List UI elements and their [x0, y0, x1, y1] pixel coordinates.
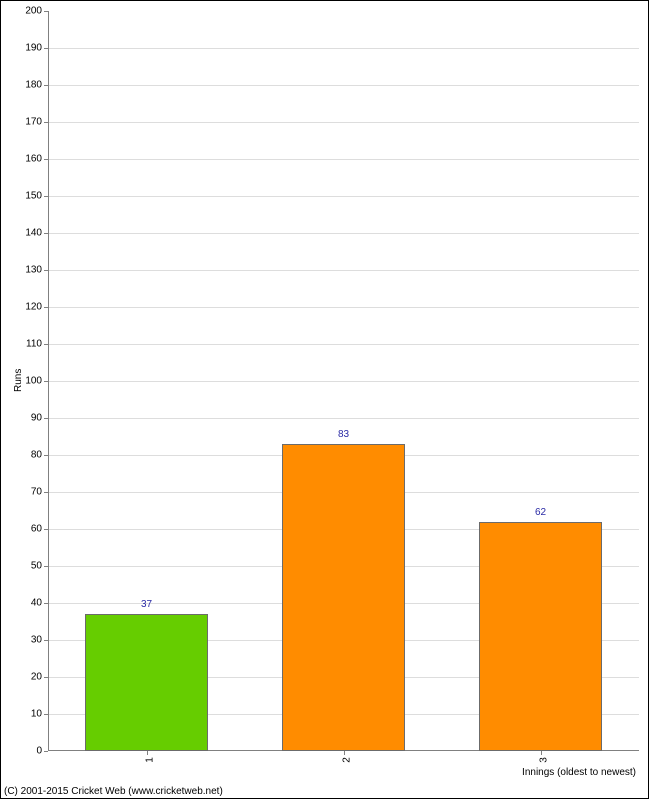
- plot-area: 0102030405060708090100110120130140150160…: [48, 11, 639, 751]
- y-axis-label: Runs: [13, 369, 24, 392]
- ytick-label: 90: [31, 413, 42, 424]
- ytick-label: 160: [25, 154, 42, 165]
- ytick-label: 140: [25, 228, 42, 239]
- ytick-label: 40: [31, 598, 42, 609]
- xtick-mark: [147, 751, 148, 755]
- xtick-label: 3: [538, 757, 549, 763]
- bar-value-label: 62: [535, 507, 546, 518]
- xtick-mark: [541, 751, 542, 755]
- gridline: [48, 344, 639, 345]
- ytick-label: 80: [31, 450, 42, 461]
- gridline: [48, 48, 639, 49]
- gridline: [48, 159, 639, 160]
- bar: [85, 614, 207, 751]
- ytick-label: 180: [25, 80, 42, 91]
- gridline: [48, 233, 639, 234]
- gridline: [48, 196, 639, 197]
- x-axis-label: Innings (oldest to newest): [522, 767, 636, 778]
- footer-copyright: (C) 2001-2015 Cricket Web (www.cricketwe…: [4, 786, 223, 797]
- y-axis-line: [48, 11, 49, 751]
- ytick-label: 120: [25, 302, 42, 313]
- bar-value-label: 37: [141, 599, 152, 610]
- ytick-mark: [44, 751, 48, 752]
- ytick-label: 170: [25, 117, 42, 128]
- gridline: [48, 381, 639, 382]
- ytick-label: 30: [31, 635, 42, 646]
- bar-value-label: 83: [338, 429, 349, 440]
- ytick-label: 0: [36, 746, 42, 757]
- ytick-label: 200: [25, 6, 42, 17]
- ytick-label: 190: [25, 43, 42, 54]
- xtick-label: 1: [144, 757, 155, 763]
- gridline: [48, 85, 639, 86]
- ytick-label: 20: [31, 672, 42, 683]
- ytick-label: 150: [25, 191, 42, 202]
- ytick-label: 70: [31, 487, 42, 498]
- bar: [479, 522, 601, 751]
- gridline: [48, 122, 639, 123]
- gridline: [48, 307, 639, 308]
- ytick-label: 10: [31, 709, 42, 720]
- ytick-label: 110: [26, 339, 42, 350]
- bar: [282, 444, 404, 751]
- gridline: [48, 270, 639, 271]
- gridline: [48, 418, 639, 419]
- ytick-label: 100: [25, 376, 42, 387]
- xtick-label: 2: [341, 757, 352, 763]
- chart-frame: 0 10 20 30 40 50 60 70 80 90 100 110 120 130 140 150 160…: [0, 0, 649, 799]
- ytick-label: 130: [25, 265, 42, 276]
- xtick-mark: [344, 751, 345, 755]
- ytick-label: 50: [31, 561, 42, 572]
- ytick-label: 60: [31, 524, 42, 535]
